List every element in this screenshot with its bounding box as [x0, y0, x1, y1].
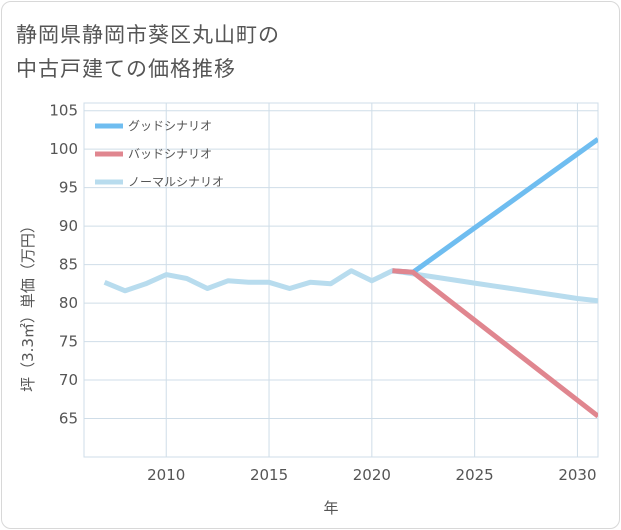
x-axis-ticks: 2010 2015 2020 2025 2030 [147, 466, 596, 484]
legend-item-normal[interactable]: ノーマルシナリオ [95, 175, 224, 189]
legend-label: バッドシナリオ [128, 147, 212, 161]
y-tick-label: 95 [59, 179, 78, 197]
x-tick-label: 2025 [456, 466, 494, 484]
chart-title-line-2: 中古戸建ての価格推移 [16, 57, 236, 81]
bad-scenario-line [392, 268, 598, 419]
good-scenario-line [392, 137, 598, 275]
x-tick-label: 2020 [353, 466, 391, 484]
legend-label: グッドシナリオ [128, 119, 212, 133]
legend-item-good[interactable]: グッドシナリオ [95, 119, 212, 133]
y-axis-ticks: 65 70 75 80 85 90 95 100 105 [49, 102, 78, 428]
chart-title: 静岡県静岡市葵区丸山町の 中古戸建ての価格推移 [16, 18, 280, 86]
normal-scenario-line [103, 268, 598, 304]
grid-lines [83, 102, 599, 458]
y-tick-label: 100 [49, 140, 78, 158]
y-tick-label: 80 [59, 294, 78, 312]
y-tick-label: 85 [59, 256, 78, 274]
series-lines [103, 137, 598, 419]
y-tick-label: 70 [59, 371, 78, 389]
chart-title-line-1: 静岡県静岡市葵区丸山町の [16, 23, 280, 47]
x-axis-label: 年 [323, 499, 338, 517]
y-tick-label: 90 [59, 217, 78, 235]
x-tick-label: 2030 [558, 466, 596, 484]
y-tick-label: 75 [59, 333, 78, 351]
y-tick-label: 105 [49, 102, 78, 120]
x-tick-label: 2010 [147, 466, 185, 484]
y-axis-label: 坪（3.3㎡）単価（万円） [19, 218, 37, 392]
legend-label: ノーマルシナリオ [128, 175, 224, 189]
plot-area-border [83, 102, 599, 458]
y-tick-label: 65 [59, 410, 78, 428]
x-tick-label: 2015 [250, 466, 288, 484]
legend-item-bad[interactable]: バッドシナリオ [95, 147, 212, 161]
